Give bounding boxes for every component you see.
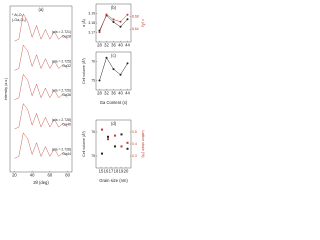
x-tick-label: 44 bbox=[125, 91, 130, 96]
data-point bbox=[107, 138, 109, 141]
y2-tick-label: 8.64 bbox=[132, 27, 139, 31]
x-tick-label: 32 bbox=[104, 43, 109, 48]
data-point bbox=[114, 134, 116, 137]
panel-label: (d) bbox=[111, 121, 117, 126]
x-tick-label: 17 bbox=[109, 169, 114, 174]
series-line bbox=[14, 44, 68, 71]
data-point bbox=[105, 56, 108, 59]
series-note: (c/a = 2.728) bbox=[52, 118, 71, 122]
x-axis-label: 2θ (deg) bbox=[33, 180, 49, 185]
data-point bbox=[126, 13, 129, 16]
annotation: * Al₂O₃ bbox=[12, 13, 24, 17]
y2-axis-label: c (Å) bbox=[141, 19, 146, 27]
y2-tick-label: 0.5 bbox=[132, 130, 137, 134]
x-tick-label: 40 bbox=[118, 43, 123, 48]
x-tick-label: 16 bbox=[104, 169, 109, 174]
series-line bbox=[14, 132, 68, 159]
plot-frame bbox=[9, 5, 73, 173]
x-tick-label: 19 bbox=[119, 169, 124, 174]
y-axis-label: Intensity (a.u.) bbox=[4, 78, 8, 101]
x-tick-label: 28 bbox=[97, 91, 102, 96]
panel-label: (c) bbox=[111, 53, 116, 58]
x-tick-label: 18 bbox=[114, 169, 119, 174]
x-tick-label: 20 bbox=[124, 169, 129, 174]
series-name: Ga28 bbox=[62, 35, 71, 39]
data-point bbox=[126, 147, 129, 150]
y-tick-label: 3.17 bbox=[88, 30, 95, 34]
x-tick-label: 60 bbox=[48, 173, 53, 178]
x-tick-label: 40 bbox=[30, 173, 35, 178]
x-tick-label: 36 bbox=[111, 91, 116, 96]
data-point bbox=[119, 73, 122, 76]
figure: (a) 20 40 60 80 2θ (deg) Intensity (a.u.) * Al₂… bbox=[4, 3, 146, 185]
series-name: Ga32 bbox=[62, 64, 71, 68]
data-point bbox=[119, 20, 122, 23]
data-point bbox=[105, 13, 108, 16]
y2-tick-label: 0.4 bbox=[132, 142, 137, 146]
x-axis-label: Ga Content (x) bbox=[100, 100, 128, 105]
y-tick-label: 76 bbox=[91, 59, 95, 63]
y2-tick-label: 0.3 bbox=[132, 154, 137, 158]
data-point bbox=[114, 145, 116, 148]
data-point bbox=[112, 18, 115, 21]
y2-tick-label: 8.68 bbox=[132, 15, 139, 19]
series-line bbox=[14, 103, 68, 130]
x-axis-label: Grain size (nm) bbox=[99, 178, 128, 183]
data-point bbox=[120, 145, 123, 148]
data-point bbox=[126, 18, 129, 21]
series-line bbox=[14, 13, 68, 42]
series-name: Ga40 bbox=[62, 123, 71, 127]
series-note: (c/a = 2.726) bbox=[52, 89, 71, 93]
plot-frame bbox=[95, 119, 132, 169]
data-point bbox=[120, 133, 123, 136]
data-point bbox=[112, 21, 115, 24]
y-tick-label: 3.18 bbox=[88, 21, 95, 25]
data-point bbox=[107, 135, 109, 138]
panel-label: (a) bbox=[38, 7, 44, 12]
y-tick-label: 76 bbox=[91, 130, 95, 134]
x-tick-label: 32 bbox=[104, 91, 109, 96]
x-tick-label: 28 bbox=[97, 43, 102, 48]
series-note: (c/a = 2.721) bbox=[52, 30, 71, 34]
y-axis-label: Cell volume (Å³) bbox=[81, 131, 86, 157]
data-point bbox=[112, 68, 115, 71]
y-tick-label: 3.19 bbox=[88, 11, 95, 15]
panel-label: (b) bbox=[111, 5, 117, 10]
series-note: (c/a = 2.728) bbox=[52, 147, 71, 151]
data-point bbox=[98, 31, 101, 34]
series-name: Ga44 bbox=[62, 152, 71, 156]
series-line bbox=[14, 73, 68, 100]
y2-axis-label: Lattice strain (%) bbox=[141, 131, 145, 158]
series-name: Ga36 bbox=[62, 93, 71, 97]
y-tick-label: 75 bbox=[91, 154, 95, 158]
x-tick-label: 36 bbox=[111, 43, 116, 48]
x-tick-label: 40 bbox=[118, 91, 123, 96]
x-tick-label: 15 bbox=[99, 169, 104, 174]
data-point bbox=[119, 25, 122, 28]
data-point bbox=[101, 128, 103, 131]
series-line bbox=[99, 14, 128, 33]
y-axis-label: a (Å) bbox=[81, 19, 86, 27]
x-tick-label: 80 bbox=[65, 173, 70, 178]
data-point bbox=[98, 79, 101, 82]
x-tick-label: 20 bbox=[12, 173, 17, 178]
data-point bbox=[126, 141, 129, 144]
x-tick-label: 44 bbox=[125, 43, 130, 48]
data-point bbox=[126, 62, 129, 65]
y-axis-label: Cell volume (Å³) bbox=[81, 58, 86, 84]
annotation: (-Ga₂O₃) bbox=[12, 18, 26, 22]
y-tick-label: 75 bbox=[91, 78, 95, 82]
page: {"chart_data": [ {"type": "line", "panel… bbox=[0, 0, 149, 189]
series-note: (c/a = 2.725) bbox=[52, 59, 71, 63]
data-point bbox=[101, 152, 103, 155]
